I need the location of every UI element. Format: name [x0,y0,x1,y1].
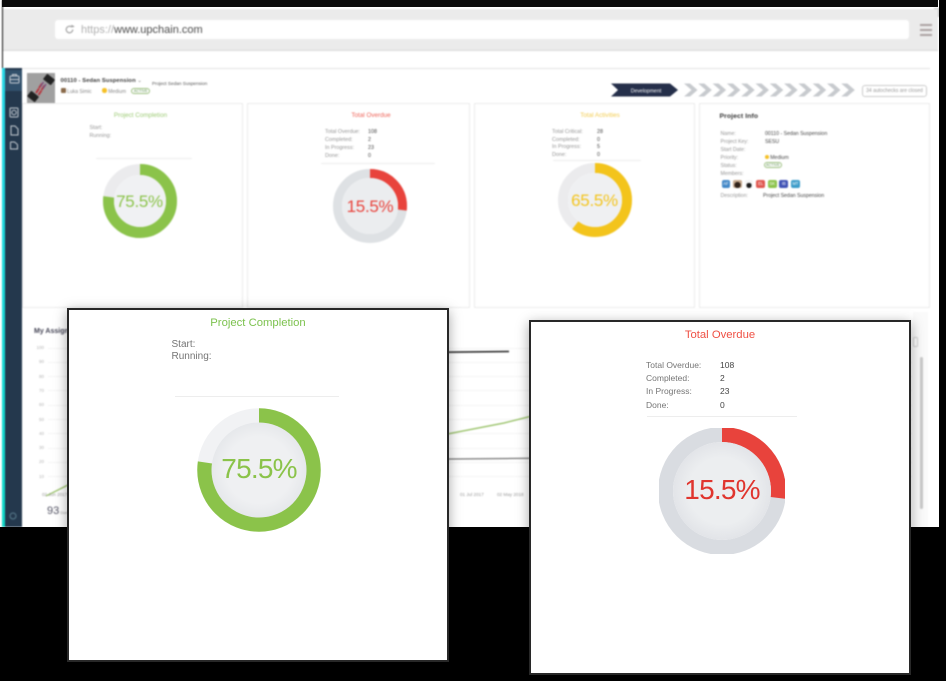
svg-text:Development: Development [631,88,662,94]
